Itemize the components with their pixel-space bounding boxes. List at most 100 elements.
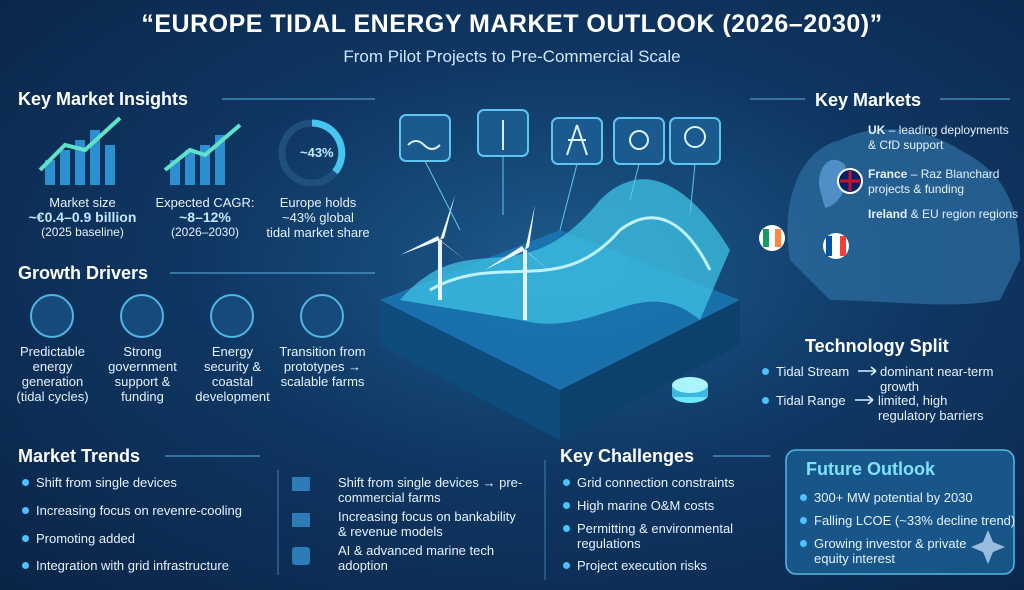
decor — [38, 98, 1020, 580]
decor-g — [424, 156, 696, 231]
decor-path — [826, 236, 832, 256]
decor-path — [311, 119, 346, 175]
decor-ellipse — [672, 377, 708, 393]
note: (2025 baseline) — [41, 225, 124, 239]
decor-polygon — [560, 300, 740, 440]
decor-path — [525, 250, 555, 275]
decor-rect — [399, 114, 451, 162]
decor-rect — [185, 150, 195, 185]
decor-circle — [759, 225, 785, 251]
decor-rect — [292, 477, 310, 491]
decor-path — [971, 530, 1005, 564]
decor-g — [407, 120, 706, 156]
country: UK — [868, 123, 886, 137]
value: ~43% global — [282, 210, 354, 225]
note: (2026–2030) — [170, 225, 240, 239]
decor-path — [400, 236, 440, 255]
icon — [210, 294, 254, 338]
decor-g — [400, 195, 555, 275]
country: Ireland — [868, 207, 908, 221]
decor-rect — [613, 117, 665, 165]
decor-line — [870, 366, 877, 372]
decor-g — [170, 135, 225, 185]
outlook-item: Falling LCOE (~33% decline trend) — [800, 513, 1015, 528]
decor-path — [485, 246, 525, 270]
outlook-item: Growing investor & private equity intere… — [800, 536, 980, 566]
tech-desc: dominant near-term growth — [880, 364, 994, 394]
decor-rect — [60, 150, 70, 185]
trend: Shift from single devices — [22, 475, 177, 490]
decor-path — [429, 216, 712, 292]
label: Expected CAGR: — [155, 195, 255, 210]
decor-path — [400, 179, 730, 324]
decor-path — [525, 205, 535, 250]
market-text: – Raz Blanchard projects & funding — [868, 167, 1000, 196]
decor-rect — [170, 160, 180, 185]
driver: Transition from prototypes → scalable fa… — [279, 344, 366, 389]
outlook-item: 300+ MW potential by 2030 — [800, 490, 973, 505]
decor-circle — [684, 126, 706, 148]
decor-rect — [105, 145, 115, 185]
label: Market size — [49, 195, 116, 210]
decor-rect — [292, 513, 310, 527]
decor-polyline — [38, 116, 122, 172]
decor-rect — [669, 117, 721, 165]
trend: Promoting added — [22, 531, 135, 546]
decor-path — [840, 236, 846, 256]
market: Ireland & EU region regions — [868, 207, 1020, 222]
decor-rect — [90, 130, 100, 185]
decor-rect — [292, 547, 310, 565]
section-title: Key Market Insights — [18, 89, 189, 109]
driver: Predictable energy generation (tidal cyc… — [16, 344, 89, 404]
decor-polyline — [163, 123, 242, 172]
insight: Market size ~€0.4–0.9 billion (2025 baseli… — [20, 195, 145, 240]
tech-desc: limited, high regulatory barriers — [878, 393, 984, 423]
section-title: Growth Drivers — [18, 263, 149, 283]
insight: Expected CAGR: ~8–12% (2026–2030) — [150, 195, 260, 240]
section-title: Future Outlook — [806, 459, 935, 479]
subtitle: From Pilot Projects to Pre-Commercial Sc… — [343, 47, 681, 66]
decor-rect — [785, 449, 1015, 575]
section-title: Key Challenges — [560, 446, 695, 466]
decor-path — [763, 229, 769, 247]
decor-g — [399, 109, 721, 165]
value: ~8–12% — [179, 209, 231, 225]
icon — [30, 294, 74, 338]
note: tidal market share — [266, 225, 370, 240]
driver: Energy security & coastal development — [195, 344, 270, 404]
driver: Strong government support & funding — [108, 344, 177, 404]
challenge: High marine O&M costs — [563, 498, 714, 513]
challenge: Grid connection constraints — [563, 475, 735, 490]
trend: Shift from single devices → pre-commerci… — [338, 475, 523, 505]
decor-line — [867, 395, 874, 401]
title: “EUROPE TIDAL ENERGY MARKET OUTLOOK (202… — [141, 10, 883, 38]
decor-line — [867, 399, 874, 405]
decor-polygon — [380, 300, 560, 440]
decor-g — [45, 130, 115, 185]
market: UK – leading deployments & CfD support — [868, 123, 1020, 153]
decor-g — [438, 240, 527, 320]
decor-rect — [215, 135, 225, 185]
badge: ~43% — [300, 145, 334, 160]
country: France — [868, 167, 908, 181]
tech-name: Tidal Stream — [762, 364, 849, 379]
market-text: – leading deployments & CfD support — [868, 123, 1009, 152]
section-title: Market Trends — [18, 446, 141, 466]
decor-rect — [45, 160, 55, 185]
decor-g — [292, 477, 310, 565]
insight: Europe holds ~43% global tidal market shar… — [262, 195, 374, 240]
decor-path — [819, 159, 847, 208]
trend: AI & advanced marine tech adoption — [338, 543, 495, 573]
decor-g — [855, 366, 877, 405]
section-title: Key Markets — [815, 90, 922, 110]
decor-rect — [75, 140, 85, 185]
section-title: Technology Split — [805, 336, 949, 356]
challenge: Permitting & environmental regulations — [563, 521, 763, 551]
decor-path — [440, 195, 455, 240]
decor-circle — [629, 130, 649, 150]
icon — [300, 294, 344, 338]
decor-path — [840, 171, 860, 191]
